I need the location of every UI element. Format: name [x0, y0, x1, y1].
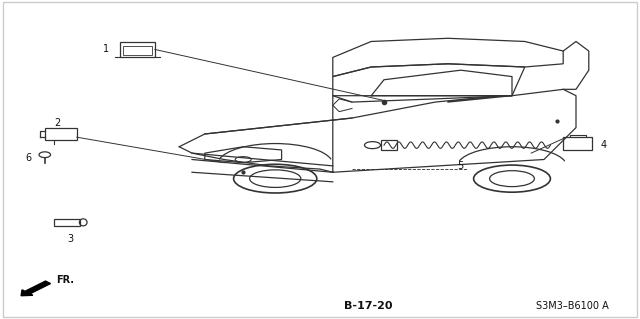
- Text: B-17-20: B-17-20: [344, 301, 392, 311]
- FancyArrow shape: [21, 281, 51, 296]
- Text: 6: 6: [26, 153, 32, 163]
- Bar: [123, 46, 152, 55]
- Bar: [54, 219, 80, 226]
- Bar: [45, 128, 77, 140]
- Text: S3M3–B6100 A: S3M3–B6100 A: [536, 301, 609, 311]
- Text: 1: 1: [102, 44, 109, 54]
- Text: 3: 3: [67, 234, 74, 244]
- Text: 4: 4: [600, 140, 607, 150]
- Bar: [563, 137, 592, 150]
- Bar: [381, 140, 397, 150]
- Text: 5: 5: [458, 161, 464, 171]
- Bar: [120, 42, 155, 57]
- Text: FR.: FR.: [56, 275, 74, 285]
- Text: 2: 2: [54, 118, 61, 128]
